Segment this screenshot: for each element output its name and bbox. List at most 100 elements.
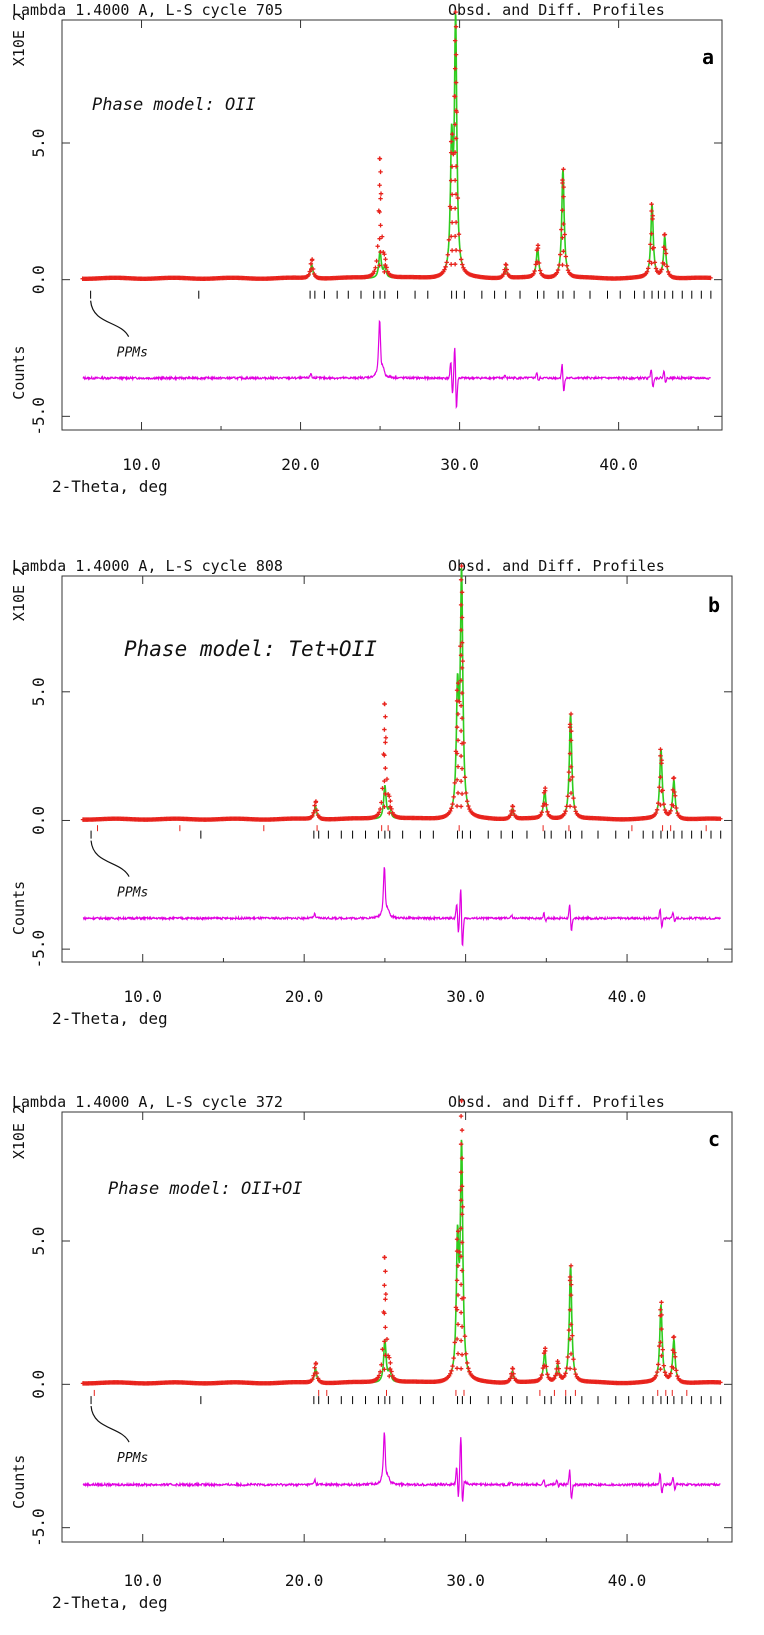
observed-point: [543, 1346, 548, 1351]
observed-point: [448, 808, 453, 814]
observed-point: [458, 644, 463, 649]
observed-point: [378, 223, 383, 228]
observed-point: [455, 764, 461, 769]
observed-point: [454, 698, 460, 704]
observed-point: [382, 252, 387, 257]
observed-point: [542, 801, 547, 806]
observed-point: [382, 804, 387, 809]
observed-point: [388, 1366, 393, 1372]
observed-point: [659, 761, 664, 766]
observed-point: [650, 216, 655, 222]
observed-point: [568, 1351, 574, 1357]
observed-point: [452, 94, 458, 99]
observed-point: [453, 248, 459, 253]
observed-point: [448, 1371, 453, 1376]
observed-point: [444, 260, 449, 265]
observed-point: [568, 1292, 574, 1298]
observed-point: [453, 136, 459, 141]
phase-model-annotation: Phase model: OII: [92, 95, 256, 115]
x-tick-label: 20.0: [285, 1571, 324, 1590]
observed-point: [382, 1311, 387, 1316]
observed-point: [568, 790, 574, 796]
observed-point: [653, 266, 659, 271]
ppm-label: PPMs: [117, 346, 148, 361]
observed-point: [542, 1363, 547, 1368]
observed-point: [562, 811, 567, 816]
header-left: Lambda 1.4000 A, L-S cycle 372: [12, 1093, 283, 1111]
observed-point: [460, 262, 465, 267]
observed-point: [658, 1313, 663, 1318]
y-tick-label: 5.0: [29, 129, 48, 158]
observed-point: [374, 258, 379, 264]
observed-point: [510, 804, 516, 809]
observed-point: [671, 1365, 676, 1371]
observed-point: [382, 1255, 387, 1260]
observed-point: [454, 1307, 460, 1312]
y-axis-label-top: X10E 2: [10, 12, 28, 66]
ppm-label: PPMs: [117, 886, 148, 901]
observed-point: [658, 753, 663, 759]
observed-point: [449, 248, 455, 253]
x-tick-label: 30.0: [440, 455, 479, 474]
observed-point: [653, 1373, 659, 1379]
y-axis-label-bottom: Counts: [10, 1455, 28, 1509]
observed-point: [382, 778, 387, 784]
ppm-pointer: [90, 1406, 130, 1443]
panel-letter: a: [702, 45, 714, 69]
observed-point: [458, 1142, 464, 1147]
observed-point: [459, 615, 465, 620]
observed-profile-points: [80, 1098, 723, 1386]
observed-profile-points: [80, 9, 713, 281]
observed-point: [661, 1363, 667, 1368]
observed-point: [458, 1170, 464, 1175]
observed-point: [718, 1380, 723, 1385]
observed-point: [312, 1365, 317, 1370]
observed-point: [457, 1249, 462, 1255]
observed-point: [571, 795, 576, 801]
header-right: Obsd. and Diff. Profiles: [448, 1, 665, 19]
observed-point: [458, 1310, 464, 1315]
observed-point: [566, 1327, 572, 1333]
observed-profile-points: [80, 563, 723, 822]
observed-point: [448, 234, 454, 239]
observed-point: [511, 1371, 516, 1376]
observed-point: [384, 1337, 390, 1342]
observed-point: [465, 1360, 470, 1366]
observed-point: [310, 813, 315, 819]
calculated-profile-line: [82, 14, 711, 280]
observed-point: [451, 1355, 456, 1361]
observed-point: [568, 764, 574, 769]
observed-point: [459, 665, 465, 671]
header-left: Lambda 1.4000 A, L-S cycle 808: [12, 557, 283, 575]
observed-point: [455, 195, 461, 201]
observed-point: [378, 196, 383, 201]
observed-point: [718, 816, 723, 821]
observed-point: [459, 716, 465, 721]
observed-point: [567, 804, 573, 809]
observed-point: [383, 791, 388, 797]
observed-point: [383, 735, 389, 740]
observed-point: [649, 231, 654, 236]
observed-point: [382, 727, 387, 732]
observed-point: [661, 802, 667, 807]
observed-point: [568, 1322, 574, 1327]
plot-frame: [61, 575, 733, 963]
observed-point: [452, 122, 458, 127]
observed-point: [672, 789, 677, 795]
observed-point: [667, 1373, 672, 1379]
observed-point: [454, 688, 460, 693]
observed-point: [458, 602, 464, 608]
observed-point: [667, 810, 672, 816]
observed-point: [507, 813, 513, 818]
observed-point: [449, 806, 454, 811]
x-tick-label: 10.0: [123, 1571, 162, 1590]
observed-point: [565, 268, 571, 273]
observed-point: [455, 680, 461, 686]
observed-point: [452, 38, 458, 43]
observed-point: [658, 802, 663, 808]
observed-point: [458, 627, 464, 633]
observed-point: [453, 220, 459, 225]
observed-point: [459, 1352, 465, 1357]
observed-point: [458, 703, 464, 708]
x-axis-label: 2-Theta, deg: [52, 477, 168, 496]
